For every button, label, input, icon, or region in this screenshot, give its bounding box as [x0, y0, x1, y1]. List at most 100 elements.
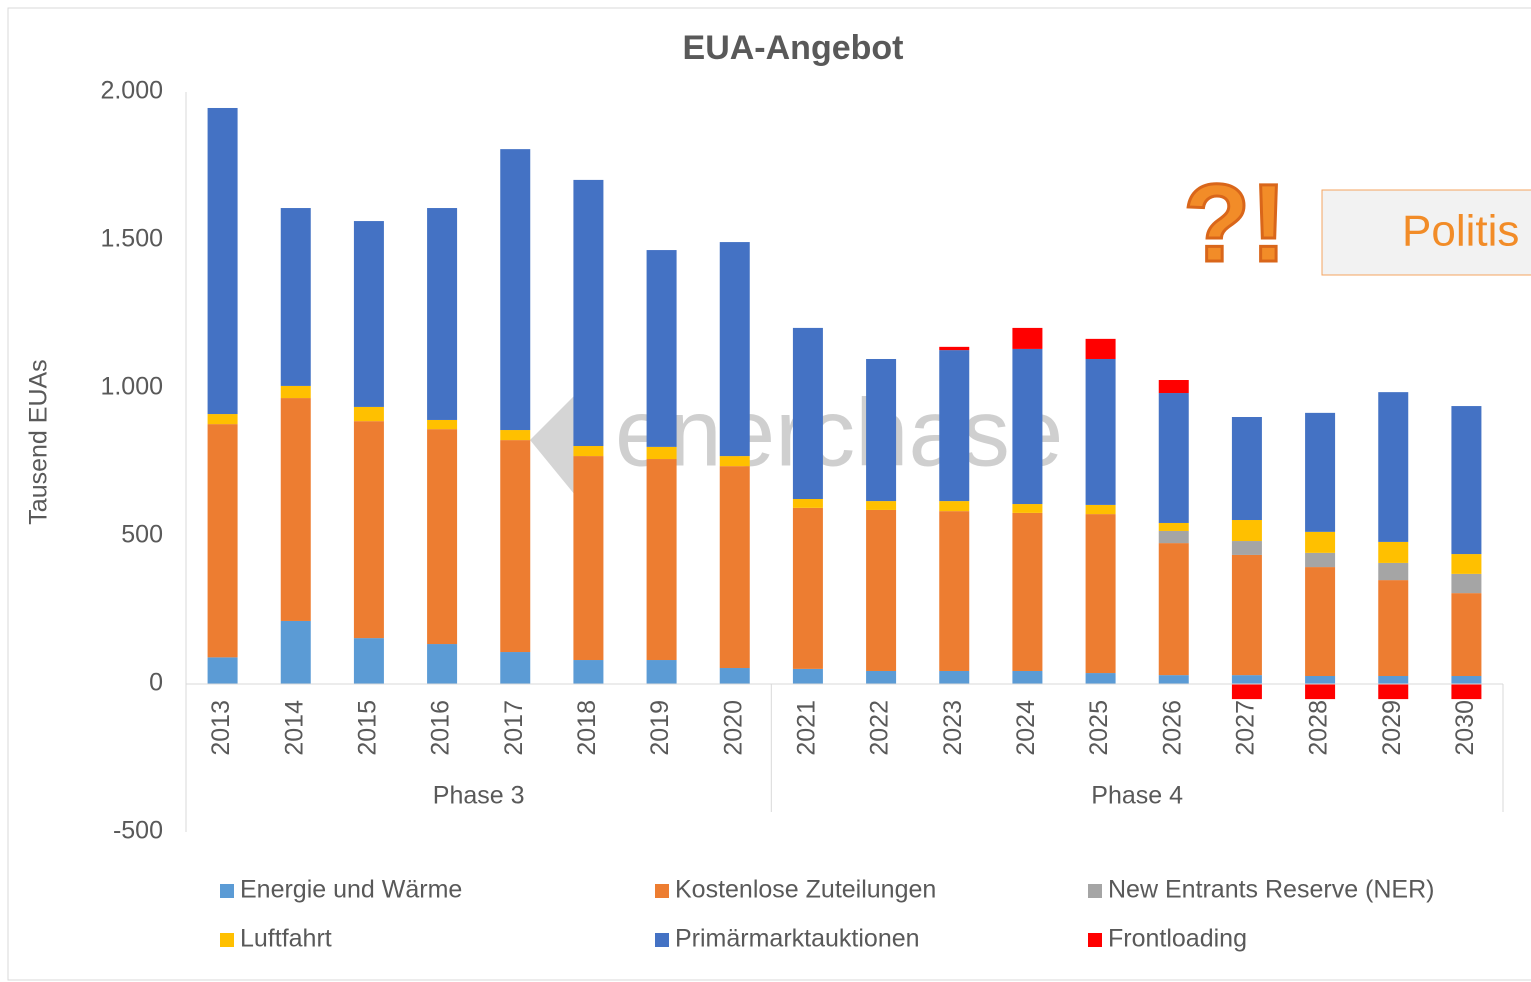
bar-segment: [427, 429, 458, 645]
bar-segment: [1231, 520, 1262, 542]
bar-segment: [719, 456, 750, 467]
bar-segment: [1231, 417, 1262, 521]
annotation-text: Politis: [1402, 207, 1519, 256]
legend-label: Kostenlose Zuteilungen: [675, 876, 936, 904]
legend-label: Luftfahrt: [240, 925, 332, 953]
watermark: enerchase: [530, 379, 1063, 495]
bar-segment: [866, 501, 897, 510]
bar-segment: [500, 440, 531, 653]
legend-label: New Entrants Reserve (NER): [1108, 876, 1434, 904]
bar-segment: [939, 501, 970, 512]
x-tick-label: 2026: [1158, 700, 1186, 756]
legend-swatch: [220, 933, 234, 947]
bar-segment: [1378, 580, 1409, 677]
x-tick-label: 2025: [1085, 700, 1113, 756]
bar-segment: [939, 511, 970, 671]
bar-segment: [1451, 554, 1482, 574]
bar-segment: [1305, 531, 1336, 553]
y-tick-label: 500: [121, 521, 163, 549]
x-tick-label: 2017: [500, 700, 528, 756]
legend-swatch: [220, 884, 234, 898]
x-tick-label: 2020: [719, 700, 747, 756]
legend-label: Primärmarktauktionen: [675, 925, 920, 953]
bar-segment: [1378, 676, 1409, 684]
bar-segment: [1231, 684, 1262, 700]
y-tick-label: -500: [113, 817, 163, 845]
bar-segment: [1012, 504, 1043, 513]
x-tick-label: 2030: [1451, 700, 1479, 756]
bar-segment: [207, 424, 238, 658]
legend-swatch: [655, 933, 669, 947]
chart-title: EUA-Angebot: [683, 29, 904, 67]
bar-segment: [939, 350, 970, 502]
y-tick-label: 2.000: [100, 77, 163, 105]
bar-segment: [1012, 327, 1043, 349]
bar-segment: [1378, 392, 1409, 542]
bar-segment: [427, 419, 458, 430]
bar-segment: [1158, 543, 1189, 676]
legend-label: Frontloading: [1108, 925, 1247, 953]
bar-segment: [353, 221, 384, 407]
legend-label: Energie und Wärme: [240, 876, 462, 904]
bar-segment: [573, 179, 604, 447]
x-tick-label: 2015: [354, 700, 382, 756]
x-tick-label: 2013: [207, 700, 235, 756]
x-tick-label: 2024: [1012, 700, 1040, 756]
bar-segment: [1451, 573, 1482, 594]
bar-segment: [719, 668, 750, 684]
bar-segment: [573, 660, 604, 684]
bar-segment: [1305, 552, 1336, 568]
bar-segment: [1305, 684, 1336, 700]
bar-segment: [500, 149, 531, 431]
legend-swatch: [655, 884, 669, 898]
bar-segment: [939, 346, 970, 351]
bar-segment: [1012, 512, 1043, 671]
bar-segment: [1085, 514, 1116, 674]
y-axis-label: Tausend EUAs: [25, 359, 53, 524]
bar-segment: [1451, 593, 1482, 677]
bar-segment: [646, 250, 677, 447]
bar-segment: [353, 421, 384, 639]
x-tick-label: 2023: [939, 700, 967, 756]
x-tick-label: 2018: [573, 700, 601, 756]
bar-segment: [1085, 358, 1116, 505]
bar-segment: [866, 358, 897, 502]
bar-segment: [280, 620, 311, 684]
bar-segment: [1305, 412, 1336, 532]
bar-segment: [500, 652, 531, 684]
x-tick-label: 2022: [866, 700, 894, 756]
bar-segment: [1012, 348, 1043, 505]
y-tick-label: 0: [149, 669, 163, 697]
legend-swatch: [1088, 933, 1102, 947]
x-tick-label: 2016: [427, 700, 455, 756]
bar-segment: [1231, 554, 1262, 676]
bar-segment: [646, 459, 677, 661]
bar-segment: [1012, 670, 1043, 684]
bar-segment: [1378, 541, 1409, 563]
bar-segment: [280, 398, 311, 621]
bar-segment: [1378, 684, 1409, 700]
group-label: Phase 3: [433, 782, 525, 810]
frame: [7, 7, 1531, 981]
bar-segment: [207, 107, 238, 415]
bar-segment: [792, 507, 823, 669]
bar-segment: [1158, 522, 1189, 531]
x-tick-label: 2021: [793, 700, 821, 756]
bar-segment: [1305, 676, 1336, 684]
bar-segment: [792, 499, 823, 508]
bar-segment: [427, 644, 458, 684]
x-tick-label: 2027: [1232, 700, 1260, 756]
x-tick-label: 2014: [280, 700, 308, 756]
bar-segment: [500, 430, 531, 441]
group-label: Phase 4: [1091, 782, 1183, 810]
bar-segment: [1451, 684, 1482, 700]
annotation-box: [1321, 189, 1531, 276]
bar-segment: [1305, 567, 1336, 677]
bar-segment: [719, 466, 750, 669]
bar-segment: [427, 208, 458, 420]
bar-segment: [1085, 504, 1116, 515]
bar-segment: [1378, 562, 1409, 581]
bar-segment: [1158, 530, 1189, 544]
